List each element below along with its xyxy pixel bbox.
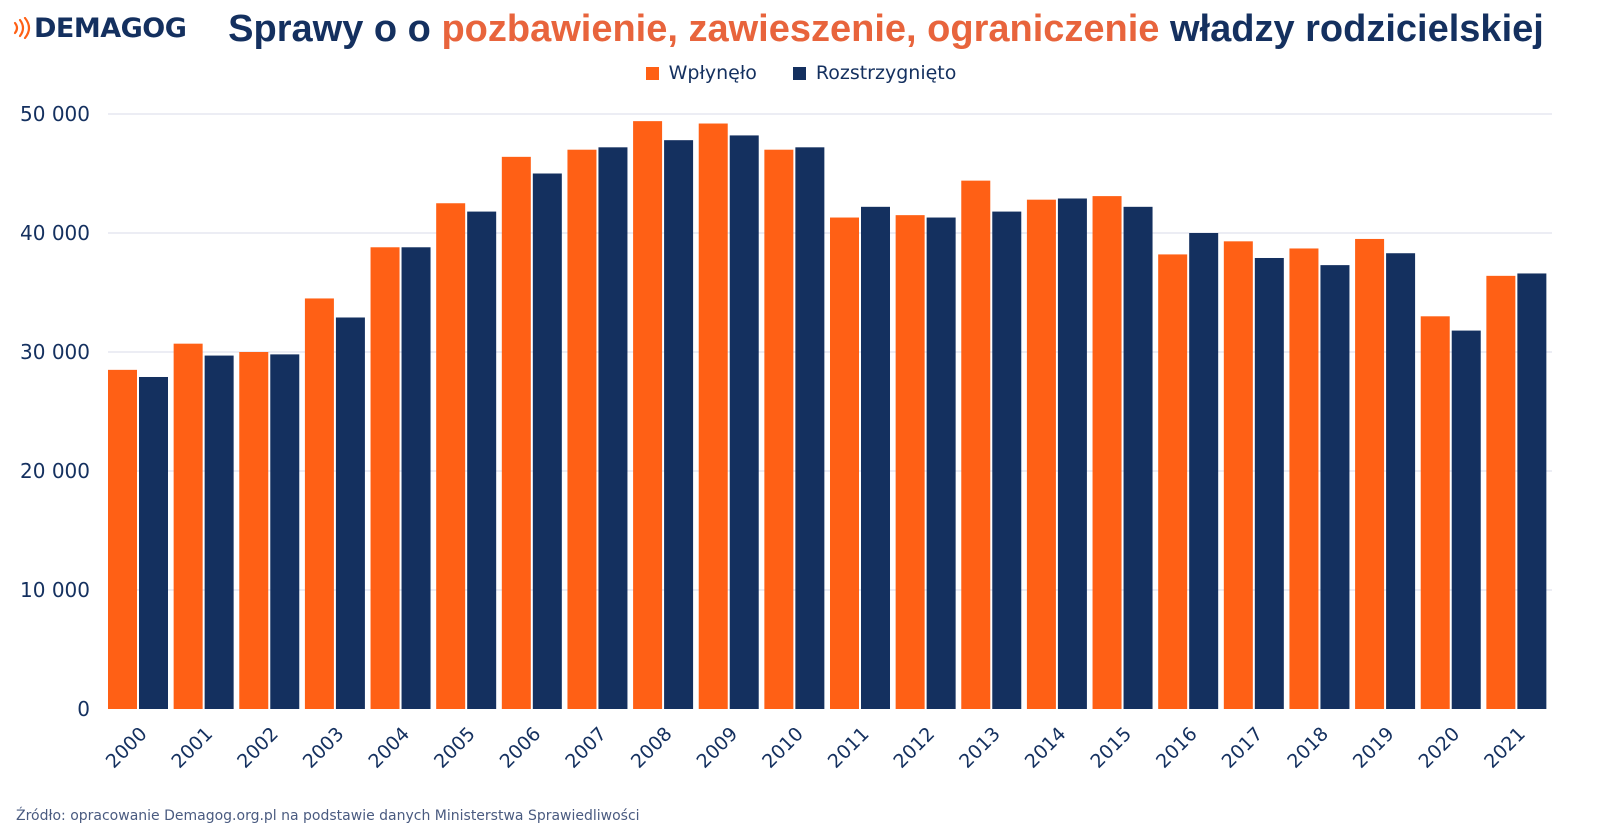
bar-rozstrzygnieto [1517,273,1547,709]
bar-wplynelo [1026,199,1056,709]
bar-wplynelo [501,156,531,710]
bar-rozstrzygnieto [532,173,562,709]
bar-wplynelo [633,121,663,709]
bar-rozstrzygnieto [1254,257,1284,709]
x-tick-label: 2009 [693,723,743,773]
bar-wplynelo [1289,248,1319,709]
x-tick-label: 2017 [1218,723,1268,773]
bar-wplynelo [1223,241,1253,709]
y-tick-label: 20 000 [20,459,90,483]
bar-wplynelo [961,180,991,709]
bar-rozstrzygnieto [1123,206,1153,709]
x-tick-label: 2003 [299,723,349,773]
x-tick-label: 2000 [102,723,152,773]
x-tick-label: 2012 [889,723,939,773]
x-tick-label: 2021 [1480,723,1530,773]
x-tick-label: 2005 [430,723,480,773]
bar-rozstrzygnieto [204,355,234,709]
title-part-2: władzy rodzicielskiej [1159,7,1544,50]
bar-rozstrzygnieto [598,147,628,709]
x-tick-label: 2001 [167,723,217,773]
x-tick-label: 2006 [496,723,546,773]
bar-rozstrzygnieto [1320,265,1350,709]
bar-wplynelo [764,149,794,709]
bar-rozstrzygnieto [1057,198,1087,710]
legend-label-wplynelo: Wpłynęło [668,62,757,84]
bar-wplynelo [698,123,728,709]
x-tick-label: 2016 [1152,723,1202,773]
bar-wplynelo [239,352,269,709]
x-tick-label: 2008 [627,723,677,773]
bar-rozstrzygnieto [795,147,825,709]
chart-legend: Wpłynęło Rozstrzygnięto [0,62,1602,84]
bar-rozstrzygnieto [1451,330,1481,709]
x-tick-label: 2020 [1415,723,1465,773]
bar-rozstrzygnieto [1386,253,1416,710]
bar-wplynelo [567,149,597,709]
x-tick-label: 2015 [1086,723,1136,773]
logo-text: DEMAGOG [34,12,187,44]
legend-item-rozstrzygnieto: Rozstrzygnięto [792,62,957,84]
title-highlight: pozbawienie, zawieszenie, ograniczenie [441,7,1160,50]
bar-wplynelo [1420,316,1450,709]
bar-wplynelo [830,217,859,709]
x-tick-label: 2004 [364,723,414,773]
bar-rozstrzygnieto [401,247,431,709]
title-part-1: Sprawy o o [228,7,442,50]
source-note: Źródło: opracowanie Demagog.org.pl na po… [16,808,640,824]
x-tick-label: 2002 [233,723,283,773]
bar-rozstrzygnieto [926,217,956,709]
bar-rozstrzygnieto [139,376,168,709]
bar-rozstrzygnieto [467,211,497,709]
bar-wplynelo [1092,196,1122,710]
legend-swatch-wplynelo [645,66,659,80]
x-tick-label: 2014 [1021,723,1071,773]
brand-logo: DEMAGOG [12,6,187,50]
chart-title: Sprawy o o pozbawienie, zawieszenie, ogr… [210,2,1562,56]
bar-rozstrzygnieto [1189,233,1219,709]
bar-rozstrzygnieto [664,140,694,709]
bar-wplynelo [436,203,466,709]
bar-rozstrzygnieto [992,211,1022,709]
bar-wplynelo [370,247,400,709]
y-tick-label: 0 [77,697,90,721]
legend-label-rozstrzygnieto: Rozstrzygnięto [815,62,957,84]
bar-wplynelo [108,369,137,709]
x-tick-label: 2010 [758,723,808,773]
bar-rozstrzygnieto [335,317,365,709]
bar-wplynelo [304,298,334,709]
y-tick-label: 40 000 [20,221,90,245]
x-tick-label: 2018 [1283,723,1333,773]
x-tick-label: 2013 [955,723,1005,773]
legend-swatch-rozstrzygnieto [792,66,806,80]
y-tick-label: 10 000 [20,578,90,602]
bar-rozstrzygnieto [729,135,759,710]
y-tick-label: 50 000 [20,102,90,126]
bar-wplynelo [173,343,203,709]
x-tick-label: 2007 [561,723,611,773]
bar-wplynelo [1355,238,1385,709]
legend-item-wplynelo: Wpłynęło [645,62,757,84]
sound-waves-icon [13,17,31,39]
bar-wplynelo [1486,275,1516,709]
bar-rozstrzygnieto [270,354,300,709]
bar-rozstrzygnieto [861,206,890,709]
x-tick-label: 2011 [824,723,874,773]
bar-wplynelo [1158,254,1188,710]
bar-wplynelo [895,215,925,709]
y-tick-label: 30 000 [20,340,90,364]
x-tick-label: 2019 [1349,723,1399,773]
